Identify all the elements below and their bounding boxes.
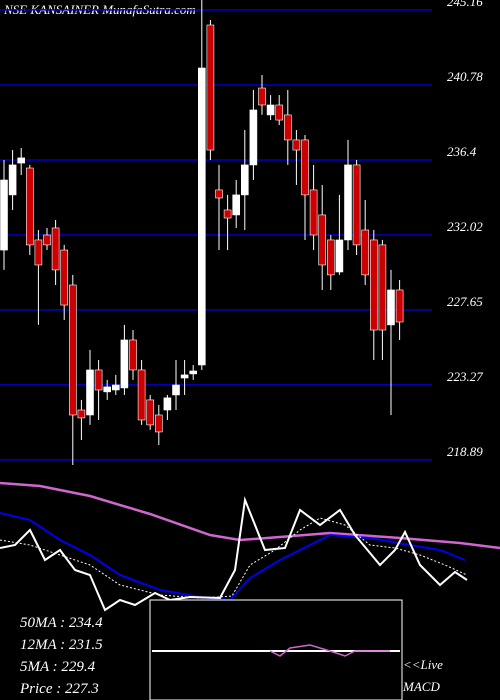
price-panel: 245.16 240.78 236.4 232.02 227.65 223.27 218.8…: [0, 0, 483, 465]
candle-body: [172, 384, 180, 396]
candle-body: [266, 104, 275, 116]
macd-signal: [269, 644, 390, 657]
y-tick-label: 227.65: [447, 294, 483, 309]
indicator-label: 50MA : 234.4: [20, 615, 103, 631]
indicator-panel: 50MA : 234.4 12MA : 231.5 5MA : 229.4 Pr…: [0, 481, 500, 700]
candle-body: [335, 239, 344, 273]
y-tick-label: 223.27: [447, 369, 483, 384]
candle-body: [112, 384, 120, 391]
indicator-label: 5MA : 229.4: [20, 659, 96, 675]
y-tick-label: 240.78: [447, 69, 483, 84]
candle-body: [34, 239, 43, 266]
candle-body: [0, 179, 8, 251]
candle-body: [369, 239, 378, 331]
candle-body: [318, 214, 327, 266]
candle-body: [378, 244, 387, 331]
candle-body: [137, 369, 146, 421]
candle-body: [155, 414, 163, 433]
candle-body: [301, 139, 309, 196]
candle-body: [86, 369, 94, 416]
candle-body: [387, 289, 395, 326]
candle-body: [8, 164, 17, 196]
candle-body: [275, 104, 284, 121]
candle-body: [60, 249, 69, 306]
candle-body: [395, 289, 404, 323]
candle-body: [17, 157, 26, 164]
candle-body: [51, 227, 60, 271]
indicator-label: 12MA : 231.5: [20, 637, 103, 653]
candle-body: [215, 189, 223, 199]
y-tick-label: 218.89: [447, 444, 483, 459]
candle-body: [344, 164, 352, 241]
y-tick-label: 232.02: [447, 219, 483, 234]
candle-body: [180, 374, 189, 379]
candle-body: [43, 234, 51, 246]
macd-label: MACD: [402, 679, 440, 694]
candle-body: [198, 67, 206, 366]
candle-body: [189, 370, 197, 375]
candle-body: [283, 114, 292, 141]
candle-body: [206, 24, 215, 151]
candle-body: [249, 109, 258, 166]
candle-body: [352, 164, 361, 246]
live-label: <<Live: [403, 657, 443, 672]
candle-body: [120, 339, 129, 389]
candle-body: [77, 409, 86, 419]
candle-body: [241, 164, 249, 196]
candle-body: [223, 209, 232, 219]
candle-body: [129, 339, 137, 371]
candle-body: [103, 386, 111, 393]
y-tick-label: 245.16: [447, 0, 483, 9]
candle-body: [232, 194, 240, 216]
candle-body: [258, 87, 266, 106]
candle-body: [309, 189, 318, 236]
candle-body: [361, 229, 370, 276]
price-line: [0, 496, 468, 612]
candle-body: [163, 397, 172, 411]
candle-body: [146, 399, 154, 426]
candle-body: [69, 284, 77, 416]
ma-line: [0, 517, 468, 599]
indicator-label: Price : 227.3: [19, 681, 99, 697]
candle-body: [292, 139, 301, 151]
y-tick-label: 236.4: [447, 144, 477, 159]
ma-line: [0, 512, 466, 602]
candle-body: [326, 239, 335, 276]
candle-body: [94, 369, 103, 391]
candle-body: [25, 167, 34, 246]
